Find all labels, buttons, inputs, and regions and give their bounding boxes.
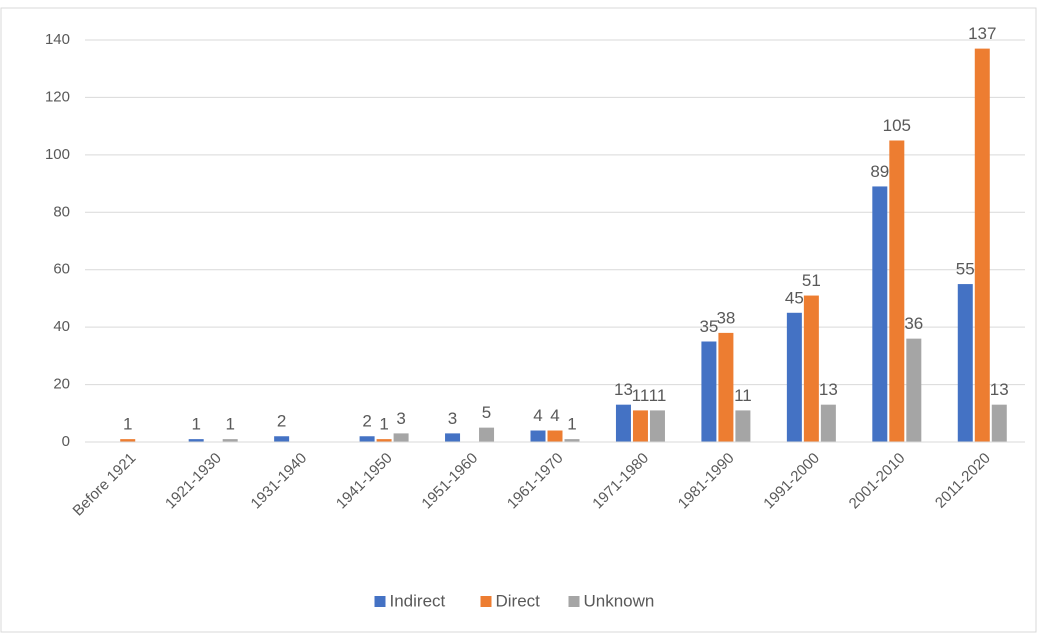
data-label: 1: [567, 415, 576, 434]
bar: [701, 341, 717, 442]
legend-label: Unknown: [584, 591, 655, 610]
bar: [872, 186, 888, 442]
y-tick-label: 60: [53, 261, 70, 278]
bar: [889, 140, 905, 442]
data-label: 38: [716, 308, 735, 327]
data-label: 4: [550, 406, 559, 425]
bar: [222, 439, 238, 442]
bar: [649, 410, 665, 442]
bar: [359, 436, 375, 442]
y-tick-label: 40: [53, 318, 70, 335]
y-tick-label: 80: [53, 203, 70, 220]
bar: [530, 430, 546, 442]
legend-swatch: [568, 596, 580, 607]
data-label: 2: [277, 412, 286, 431]
bar: [957, 284, 973, 442]
data-label: 13: [614, 380, 633, 399]
chart-frame: [0, 7, 1037, 633]
data-label: 55: [956, 260, 975, 279]
y-tick-label: 120: [45, 88, 70, 105]
y-tick-label: 20: [53, 376, 70, 393]
y-tick-label: 0: [62, 433, 70, 450]
bar: [632, 410, 648, 442]
legend-label: Indirect: [390, 591, 446, 610]
legend-swatch: [480, 596, 492, 607]
bar: [615, 404, 631, 442]
data-label: 35: [699, 317, 718, 336]
data-label: 1: [123, 415, 132, 434]
data-label: 4: [533, 406, 542, 425]
data-label: 13: [819, 380, 838, 399]
data-label: 1: [225, 415, 234, 434]
bar: [274, 436, 290, 442]
legend-swatch: [374, 596, 386, 607]
data-label: 3: [448, 409, 457, 428]
bar: [974, 48, 990, 442]
data-label: 11: [632, 386, 650, 405]
data-label: 105: [883, 116, 911, 135]
bar: [188, 439, 204, 442]
bar: [445, 433, 461, 442]
bar: [376, 439, 392, 442]
data-label: 11: [649, 386, 667, 405]
bar: [735, 410, 751, 442]
y-tick-label: 140: [45, 31, 70, 48]
data-label: 5: [482, 403, 491, 422]
bar: [564, 439, 580, 442]
data-label: 3: [396, 409, 405, 428]
legend-label: Direct: [496, 591, 541, 610]
data-label: 1: [379, 415, 388, 434]
bar: [786, 312, 802, 442]
bar: [547, 430, 563, 442]
bar: [803, 295, 819, 442]
data-label: 51: [802, 271, 821, 290]
bar: [820, 404, 836, 442]
bar: [718, 332, 734, 442]
data-label: 45: [785, 288, 804, 307]
bar: [991, 404, 1007, 442]
bar: [120, 439, 136, 442]
data-label: 1: [191, 415, 200, 434]
y-tick-label: 100: [45, 146, 70, 163]
bar: [906, 338, 922, 442]
data-label: 36: [904, 314, 923, 333]
data-label: 2: [362, 412, 371, 431]
bar: [479, 427, 495, 442]
data-label: 89: [870, 162, 889, 181]
data-label: 13: [990, 380, 1009, 399]
data-label: 137: [968, 24, 996, 43]
data-label: 11: [734, 386, 752, 405]
bar: [393, 433, 409, 442]
